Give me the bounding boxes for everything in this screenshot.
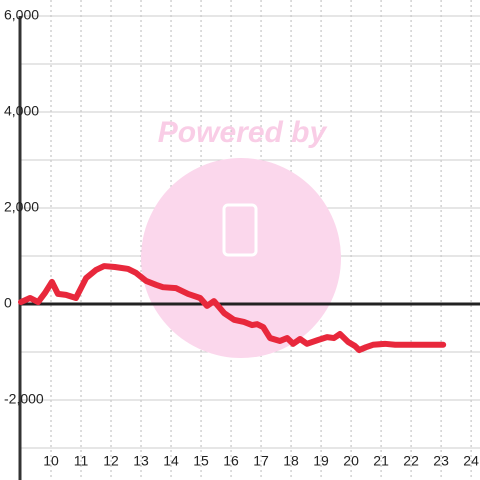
y-tick-label: 6,000 — [4, 7, 39, 23]
line — [18, 263, 447, 354]
x-tick-label: 15 — [193, 453, 209, 469]
x-tick-label: 10 — [43, 453, 59, 469]
x-tick-label: 12 — [103, 453, 119, 469]
x-tick-label: 21 — [373, 453, 389, 469]
x-tick-label: 18 — [283, 453, 299, 469]
x-tick-label: 20 — [343, 453, 359, 469]
x-tick-label: 24 — [463, 453, 479, 469]
x-tick-label: 19 — [313, 453, 329, 469]
x-tick-label: 13 — [133, 453, 149, 469]
watermark: Powered by — [158, 116, 328, 149]
x-tick-label: 17 — [253, 453, 269, 469]
watermark-icon — [222, 203, 258, 257]
watermark-logo — [141, 158, 341, 358]
y-tick-label: 4,000 — [4, 103, 39, 119]
y-tick-label: 2,000 — [4, 199, 39, 215]
x-tick-label: 14 — [163, 453, 179, 469]
y-tick-label: -2,000 — [4, 391, 44, 407]
x-tick-label: 16 — [223, 453, 239, 469]
x-tick-label: 23 — [433, 453, 449, 469]
x-tick-label: 11 — [74, 453, 89, 469]
y-tick-label: 0 — [4, 295, 12, 311]
x-tick-label: 22 — [403, 453, 419, 469]
